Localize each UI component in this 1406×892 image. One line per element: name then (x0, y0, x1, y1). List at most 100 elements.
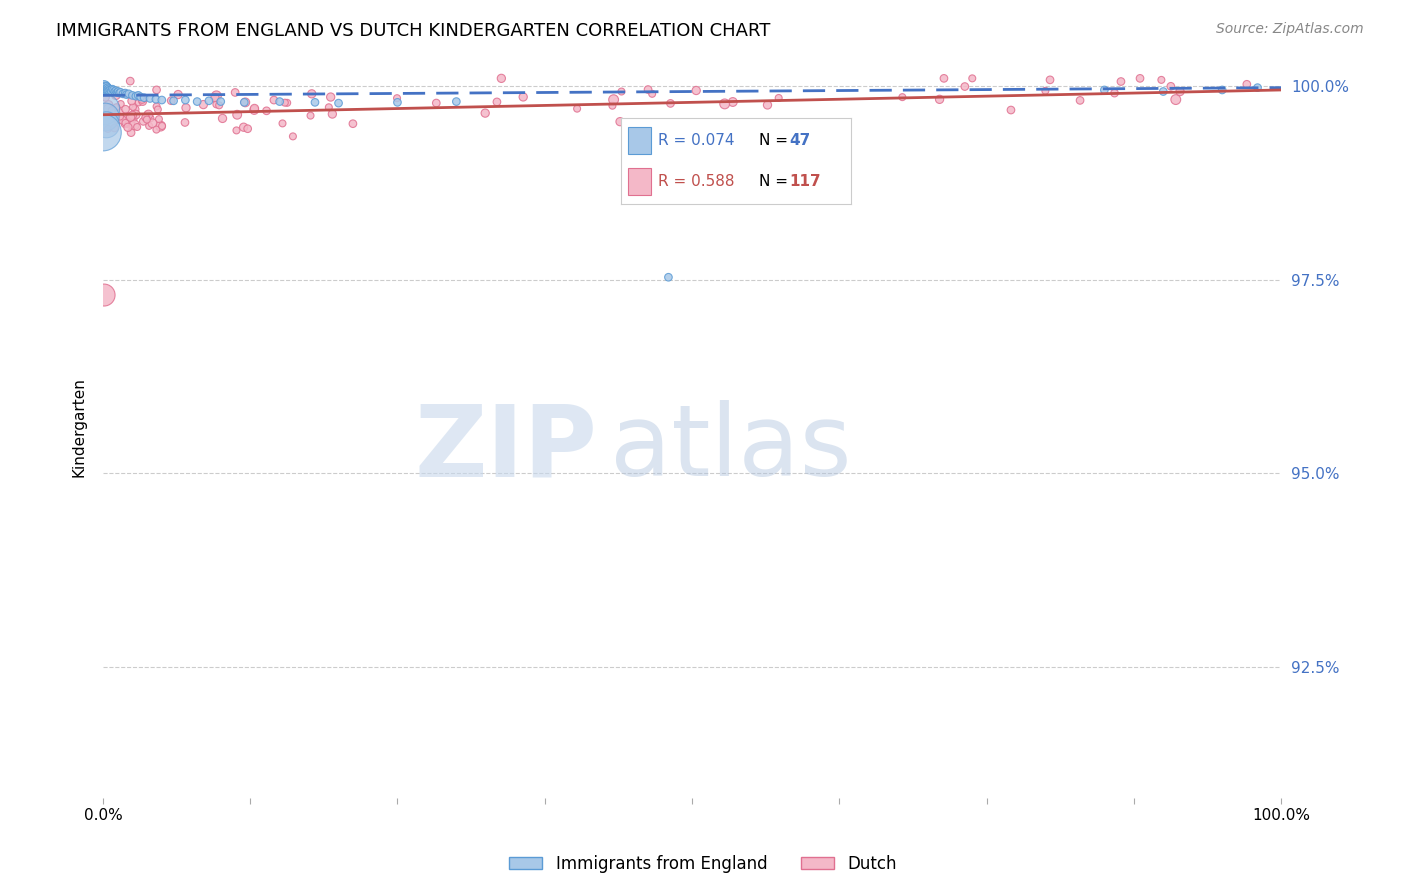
Text: Source: ZipAtlas.com: Source: ZipAtlas.com (1216, 22, 1364, 37)
Point (224, 86, 246, 100)
Point (97, 102, 120, 116)
Point (120, 74, 142, 88)
Point (145, 99, 167, 113)
Point (114, 87, 136, 101)
Point (105, 100, 128, 114)
Point (110, 85, 132, 99)
Point (1236, 78, 1258, 92)
Point (256, 103, 278, 118)
Point (149, 119, 172, 133)
Point (1168, 85, 1191, 99)
Point (205, 88, 228, 103)
Point (120, 126, 142, 140)
Point (131, 95, 153, 109)
Point (138, 107, 160, 121)
Point (97, 83, 120, 97)
Point (1035, 84, 1057, 98)
Point (91, 126, 114, 140)
Point (103, 120, 125, 135)
Point (641, 87, 664, 101)
Point (94, 80, 117, 95)
Point (491, 71, 513, 86)
Point (132, 114, 155, 128)
Point (135, 111, 157, 125)
Point (1109, 74, 1132, 88)
Point (209, 95, 232, 109)
Point (97, 81, 120, 95)
Point (233, 95, 256, 110)
Point (610, 85, 633, 99)
Point (204, 90, 226, 104)
Point (602, 99, 624, 113)
Point (94, 90, 117, 104)
Point (928, 92, 950, 106)
Point (114, 102, 136, 116)
Point (301, 87, 323, 101)
Point (111, 112, 134, 127)
Point (104, 84, 127, 98)
Point (108, 110, 131, 124)
Point (1129, 71, 1152, 86)
Point (93, 103, 115, 117)
Point (138, 119, 160, 133)
Point (145, 83, 167, 97)
Point (485, 95, 508, 109)
Point (97, 98, 120, 112)
Text: atlas: atlas (610, 401, 851, 498)
Point (713, 96, 735, 111)
Point (120, 117, 142, 131)
Point (117, 120, 139, 135)
Point (174, 115, 197, 129)
Point (121, 94, 143, 108)
Point (124, 103, 146, 117)
Point (108, 86, 131, 100)
Point (160, 94, 183, 108)
Point (891, 90, 914, 104)
Point (100, 103, 122, 118)
Point (103, 83, 125, 97)
Point (276, 95, 298, 110)
Point (94, 110, 117, 124)
Point (125, 107, 148, 121)
Point (141, 116, 163, 130)
Point (118, 87, 141, 101)
Point (269, 95, 291, 109)
Point (225, 123, 247, 137)
Point (100, 84, 122, 98)
Point (1104, 86, 1126, 100)
Point (299, 109, 322, 123)
Point (1150, 73, 1173, 87)
Point (756, 98, 779, 112)
Point (114, 117, 136, 131)
Point (96, 82, 118, 96)
Point (97, 122, 120, 136)
Point (233, 95, 256, 110)
Point (167, 87, 190, 102)
Point (114, 116, 136, 130)
Point (768, 91, 790, 105)
Point (131, 92, 153, 106)
Point (145, 92, 167, 106)
Point (96, 118, 118, 132)
Point (115, 87, 138, 102)
Point (1092, 83, 1115, 97)
Point (962, 71, 984, 86)
Point (93, 79, 115, 94)
Point (193, 97, 215, 112)
Point (127, 120, 149, 134)
Point (139, 91, 162, 105)
Point (932, 71, 955, 86)
Point (96, 80, 118, 95)
Point (104, 88, 127, 103)
Point (120, 110, 142, 124)
Y-axis label: Kindergarten: Kindergarten (72, 376, 86, 476)
Point (243, 103, 266, 117)
Point (148, 112, 170, 127)
Point (150, 93, 173, 107)
Point (162, 94, 184, 108)
Point (122, 112, 145, 126)
Point (118, 110, 141, 124)
Point (953, 79, 976, 94)
Point (114, 86, 136, 100)
Point (145, 122, 167, 136)
